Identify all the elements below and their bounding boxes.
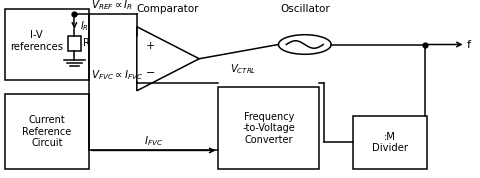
Bar bbox=[5, 9, 89, 80]
Bar bbox=[353, 116, 427, 169]
Bar bbox=[68, 36, 81, 51]
Text: Comparator: Comparator bbox=[137, 4, 199, 14]
Text: I-V
references: I-V references bbox=[10, 30, 63, 52]
Bar bbox=[5, 94, 89, 169]
Text: Frequency
-to-Voltage
Converter: Frequency -to-Voltage Converter bbox=[242, 112, 295, 145]
Text: $V_{FVC}\propto I_{FVC}$: $V_{FVC}\propto I_{FVC}$ bbox=[91, 68, 144, 82]
Text: f: f bbox=[467, 40, 470, 49]
Text: $V_{REF}\propto I_R$: $V_{REF}\propto I_R$ bbox=[91, 0, 133, 12]
Text: R: R bbox=[83, 38, 90, 48]
Text: $-$: $-$ bbox=[145, 66, 156, 76]
Text: $I_{FVC}$: $I_{FVC}$ bbox=[144, 134, 163, 148]
Text: $V_{CTRL}$: $V_{CTRL}$ bbox=[230, 62, 257, 76]
Text: $I_R$: $I_R$ bbox=[80, 19, 89, 33]
Text: Oscillator: Oscillator bbox=[280, 4, 330, 14]
Text: +: + bbox=[145, 41, 155, 51]
Text: :M
Divider: :M Divider bbox=[372, 132, 408, 153]
Text: Current
Reference
Circuit: Current Reference Circuit bbox=[22, 115, 72, 148]
Bar bbox=[218, 87, 319, 169]
